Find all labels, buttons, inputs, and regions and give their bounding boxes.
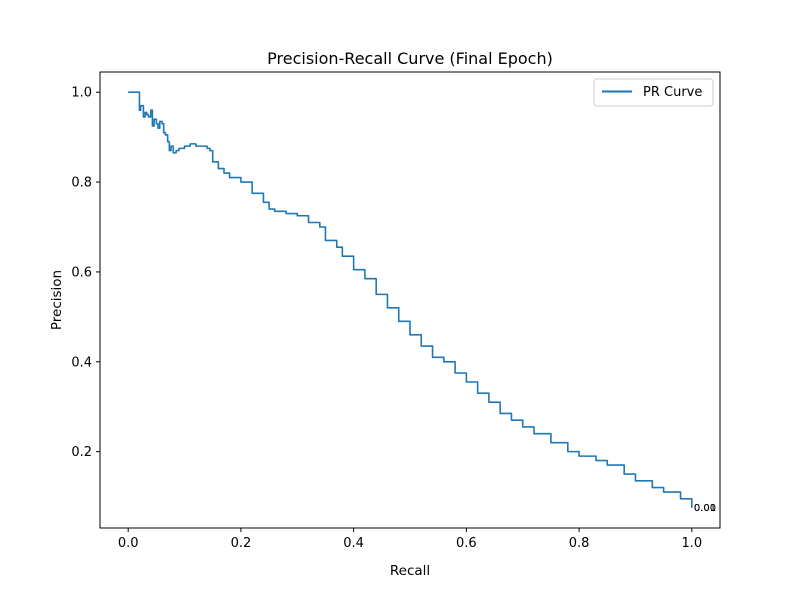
y-axis: 0.2 0.4 0.6 0.8 1.0 — [71, 86, 100, 460]
legend-box — [593, 78, 714, 107]
x-tick-label: 0.4 — [343, 536, 364, 551]
pr-curve-line — [128, 91, 693, 508]
chart-title: Precision-Recall Curve (Final Epoch) — [267, 49, 553, 68]
y-tick-label: 0.6 — [71, 265, 92, 280]
legend: PR Curve — [593, 78, 714, 107]
x-tick-label: 1.0 — [681, 536, 702, 551]
plot-frame — [99, 71, 721, 529]
x-tick-label: 0.8 — [569, 536, 590, 551]
end-annotations: 0.010.00 — [694, 503, 716, 514]
y-tick-label: 0.8 — [71, 176, 92, 191]
end-annotation-label: 0.01 — [694, 503, 716, 514]
y-tick-label: 0.4 — [71, 355, 92, 370]
x-tick-label: 0.0 — [118, 536, 139, 551]
x-axis: 0.0 0.2 0.4 0.6 0.8 1.0 — [118, 528, 702, 551]
y-tick-label: 1.0 — [71, 86, 92, 101]
x-tick-label: 0.2 — [231, 536, 252, 551]
series-layer — [128, 91, 693, 508]
x-tick-label: 0.6 — [456, 536, 477, 551]
y-axis-label: Precision — [49, 270, 65, 330]
y-tick-label: 0.2 — [71, 445, 92, 460]
x-axis-label: Recall — [390, 563, 430, 579]
end-annotation-label: 0.00 — [694, 503, 716, 514]
legend-label: PR Curve — [643, 85, 702, 100]
